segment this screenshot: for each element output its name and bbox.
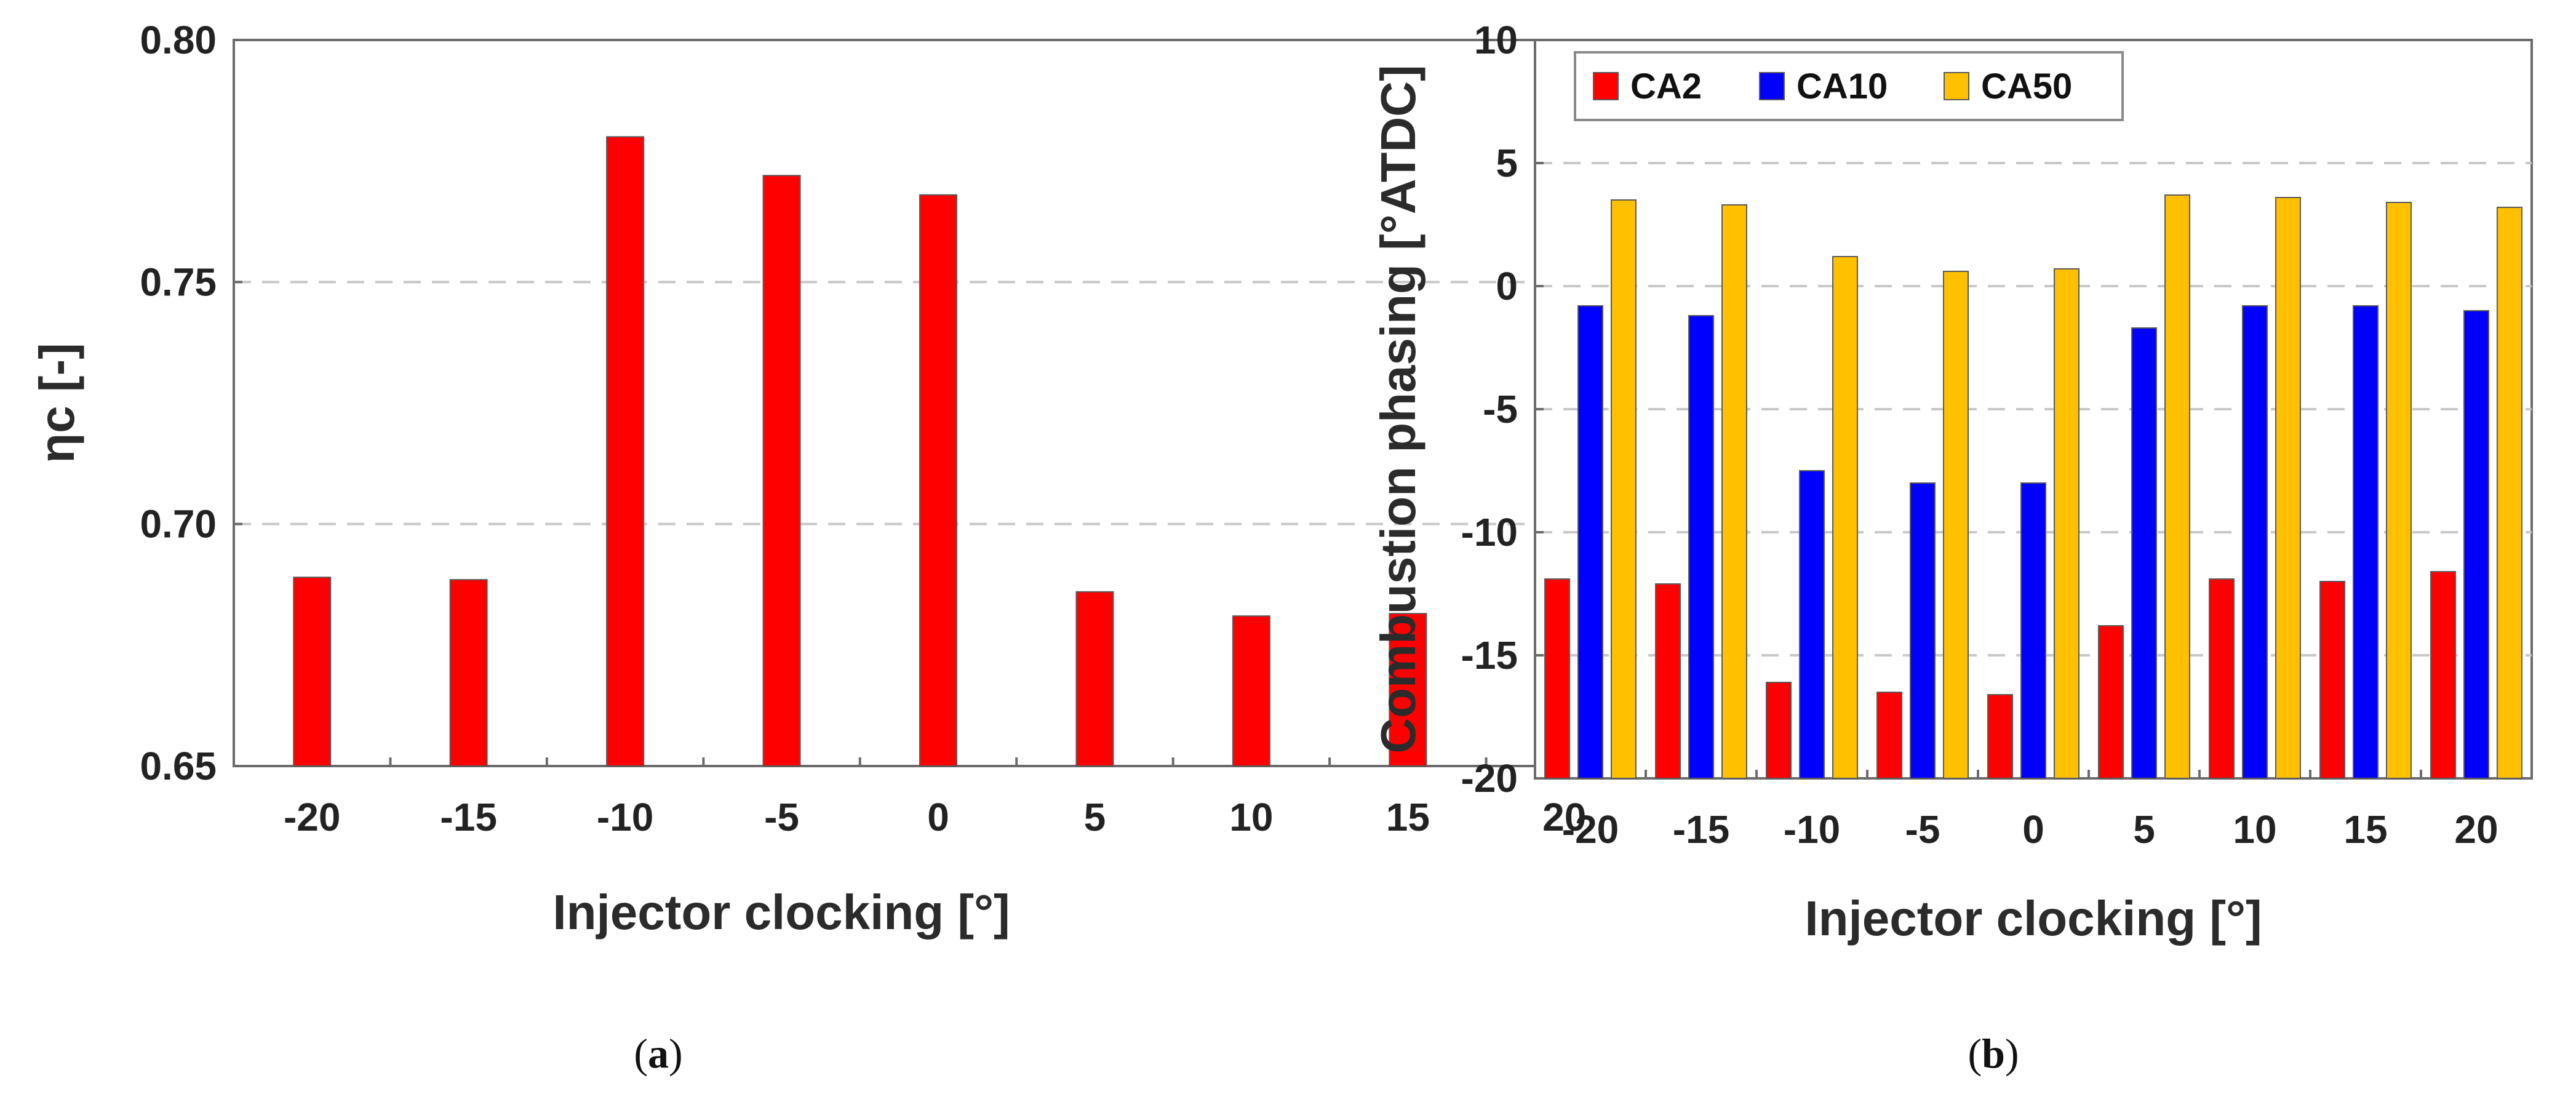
y-tick-label: 0.75 <box>140 260 217 304</box>
bar-ca2--20 <box>1544 578 1570 779</box>
chart-b-x-axis-title: Injector clocking [°] <box>1804 891 2262 946</box>
bar-ca10-0 <box>2020 482 2046 779</box>
legend-swatch-ca2 <box>1593 72 1619 100</box>
x-tick-label: -5 <box>764 795 799 839</box>
chart-a-x-axis-title: Injector clocking [°] <box>552 885 1010 940</box>
bar-ca10-10 <box>2242 305 2268 779</box>
y-tick-label: 0 <box>1496 264 1518 308</box>
x-tick-label: 0 <box>2022 807 2044 852</box>
bar-ca2--15 <box>1655 583 1681 779</box>
y-tick-label: 0.65 <box>140 744 217 788</box>
x-tick-label: -5 <box>1905 807 1940 852</box>
chart-a-x-ticks: -20 -15 -10 -5 0 5 10 15 20 <box>233 757 1586 839</box>
bar-ca10--20 <box>1577 305 1603 779</box>
bar-c-0 <box>919 194 957 767</box>
legend-label-ca10: CA10 <box>1796 66 1888 106</box>
bar-ca2-15 <box>2319 581 2345 779</box>
bar-ca2-0 <box>1987 694 2013 779</box>
legend-swatch-ca10 <box>1759 72 1785 100</box>
x-tick-label: -15 <box>440 795 497 839</box>
bar-ca10-15 <box>2353 305 2379 779</box>
bar-ca50--10 <box>1832 256 1858 779</box>
chart-b-y-axis-title: Combustion phasing [°ATDC] <box>1371 65 1426 753</box>
y-tick-label: 10 <box>1474 18 1518 62</box>
chart-a-grid <box>234 281 1643 525</box>
x-tick-label: 5 <box>1084 795 1106 839</box>
bar-c-5 <box>1075 591 1114 767</box>
y-tick-label: 0.80 <box>140 18 217 62</box>
chart-b-legend-box <box>1574 51 2124 121</box>
legend-swatch-ca50 <box>1944 72 1969 100</box>
svg-text:(b): (b) <box>1968 1030 2019 1077</box>
bar-ca50-15 <box>2386 202 2412 779</box>
caption-b-letter: b <box>1982 1030 2005 1077</box>
caption-a: (a) <box>634 1030 682 1077</box>
bar-ca50-20 <box>2497 207 2522 779</box>
chart-b-legend: CA2 CA10 CA50 <box>1574 51 2124 121</box>
y-tick-label: 0.70 <box>140 502 217 546</box>
bar-ca50--20 <box>1611 199 1637 779</box>
bar-ca50--5 <box>1943 271 1969 779</box>
x-tick-label: -10 <box>597 795 654 839</box>
chart-a-y-axis-title: ηc [-] <box>30 343 84 463</box>
legend-label-ca2: CA2 <box>1630 66 1702 106</box>
bar-ca2--5 <box>1876 692 1902 779</box>
bar-ca10--5 <box>1910 482 1936 779</box>
bar-c--10 <box>606 136 645 767</box>
bar-ca50-10 <box>2275 197 2301 779</box>
chart-b-y-ticks: -20 -15 -10 -5 0 5 10 <box>1461 18 1544 801</box>
chart-b-bars <box>1544 194 2522 779</box>
bar-c-15 <box>1389 613 1427 767</box>
y-tick-label: -5 <box>1483 387 1518 431</box>
y-tick-label: -15 <box>1461 633 1518 677</box>
y-tick-label: 5 <box>1496 141 1518 185</box>
legend-label-ca50: CA50 <box>1981 66 2072 106</box>
x-tick-label: 10 <box>1229 795 1273 839</box>
x-tick-label: 5 <box>2133 807 2155 852</box>
x-tick-label: 10 <box>2233 807 2276 852</box>
bar-ca50-5 <box>2164 194 2190 779</box>
x-tick-label: 20 <box>1542 795 1586 839</box>
bar-ca50-0 <box>2054 268 2080 779</box>
x-tick-label: -10 <box>1784 807 1841 852</box>
chart-a-y-ticks: 0.65 0.70 0.75 0.80 <box>140 18 242 788</box>
svg-text:(a): (a) <box>634 1030 682 1077</box>
chart-b-x-ticks: -20 -15 -10 -5 0 5 10 15 20 <box>1534 770 2498 852</box>
bar-ca2-5 <box>2098 625 2124 779</box>
chart-a: 0.65 0.70 0.75 0.80 -20 -15 -10 -5 0 5 10 15 20 Inj… <box>30 18 1644 940</box>
bar-ca10-20 <box>2463 310 2489 779</box>
bar-ca2--10 <box>1766 682 1792 779</box>
bar-ca2-10 <box>2209 578 2235 779</box>
x-tick-label: -20 <box>284 795 341 839</box>
x-tick-label: 20 <box>2454 807 2498 852</box>
bar-ca2-20 <box>2430 571 2456 779</box>
y-tick-label: -20 <box>1461 756 1518 801</box>
bar-ca50--15 <box>1721 204 1747 779</box>
x-tick-label: 15 <box>2343 807 2387 852</box>
bar-c--20 <box>293 577 332 767</box>
caption-b: (b) <box>1968 1030 2019 1077</box>
x-tick-label: 15 <box>1386 795 1430 839</box>
y-tick-label: -10 <box>1461 510 1518 554</box>
bar-ca10--15 <box>1688 315 1714 779</box>
x-tick-label: 0 <box>927 795 949 839</box>
bar-c--5 <box>762 175 801 767</box>
x-tick-label: -20 <box>1562 807 1619 852</box>
bar-ca10--10 <box>1799 470 1825 779</box>
bar-c-10 <box>1232 615 1270 767</box>
x-tick-label: -15 <box>1673 807 1730 852</box>
bar-ca10-5 <box>2131 327 2157 779</box>
bar-c--15 <box>449 579 488 767</box>
caption-a-letter: a <box>648 1030 669 1077</box>
